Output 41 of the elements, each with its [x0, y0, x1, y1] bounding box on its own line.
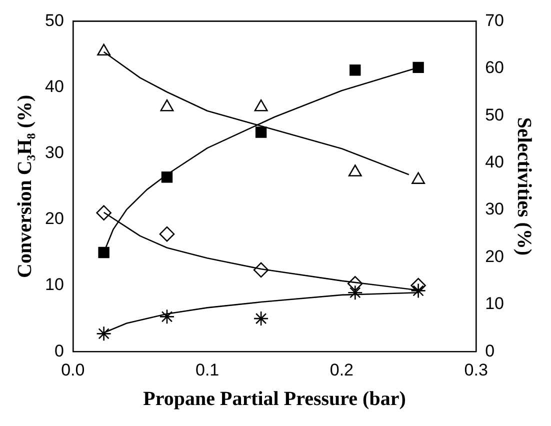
x-tick-label: 0.2: [330, 360, 354, 380]
point: [412, 62, 424, 74]
y2-tick-label: 10: [485, 294, 504, 314]
y2-tick-label: 30: [485, 200, 504, 219]
y2-tick-label: 0: [485, 341, 495, 360]
point: [96, 205, 112, 220]
y-tick-label: 50: [44, 10, 64, 30]
point: [348, 164, 362, 176]
point: [159, 226, 175, 242]
y-tick-label: 10: [44, 275, 64, 294]
y2-tick-label: 50: [485, 105, 504, 124]
x-axis-title: Propane Partial Pressure (bar): [143, 388, 406, 410]
y2-tick-label: 70: [485, 10, 504, 30]
x-tick-label: 0.0: [61, 360, 85, 380]
point: [255, 126, 267, 138]
y2-tick-label: 40: [485, 152, 504, 172]
point: [253, 310, 269, 326]
point: [161, 172, 173, 183]
point: [254, 99, 268, 112]
y-tick-label: 30: [44, 143, 64, 162]
point: [347, 276, 363, 292]
point: [410, 283, 426, 298]
y2-tick-label: 20: [485, 246, 504, 266]
point: [97, 44, 111, 56]
point: [347, 284, 363, 300]
y-tick-label: 40: [44, 76, 64, 96]
y-tick-label: 0: [54, 341, 64, 360]
point: [350, 64, 361, 76]
point: [96, 326, 112, 342]
point: [412, 172, 426, 184]
y2-axis-title: Selectivities (%): [512, 117, 535, 256]
point: [98, 246, 110, 258]
x-tick-label: 0.1: [195, 360, 220, 380]
y2-tick-label: 60: [485, 58, 504, 78]
x-tick-label: 0.3: [464, 360, 488, 380]
y-tick-label: 20: [44, 209, 64, 228]
y-axis-title: Conversion C₃H₈ (%): [14, 94, 36, 278]
point: [159, 309, 175, 324]
point: [410, 278, 426, 294]
point: [160, 99, 174, 112]
point: [253, 262, 269, 278]
